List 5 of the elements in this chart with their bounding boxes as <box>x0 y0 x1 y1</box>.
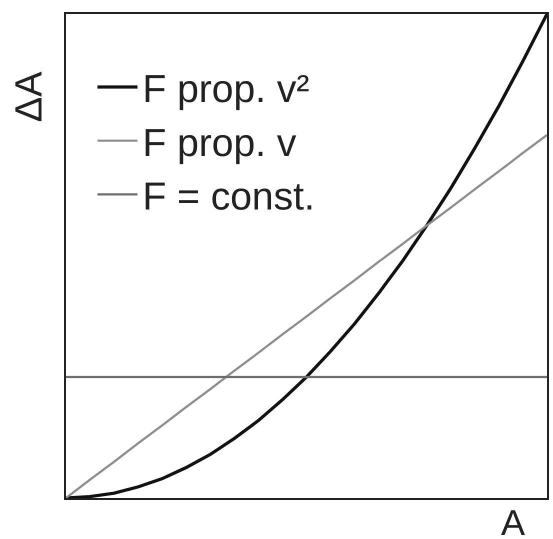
legend-label: F prop. v² <box>142 68 310 112</box>
legend-label: F prop. v <box>142 122 297 165</box>
legend-label: F = const. <box>142 176 315 219</box>
x-axis-title: A <box>501 502 526 539</box>
y-axis-title: ΔA <box>8 70 51 122</box>
